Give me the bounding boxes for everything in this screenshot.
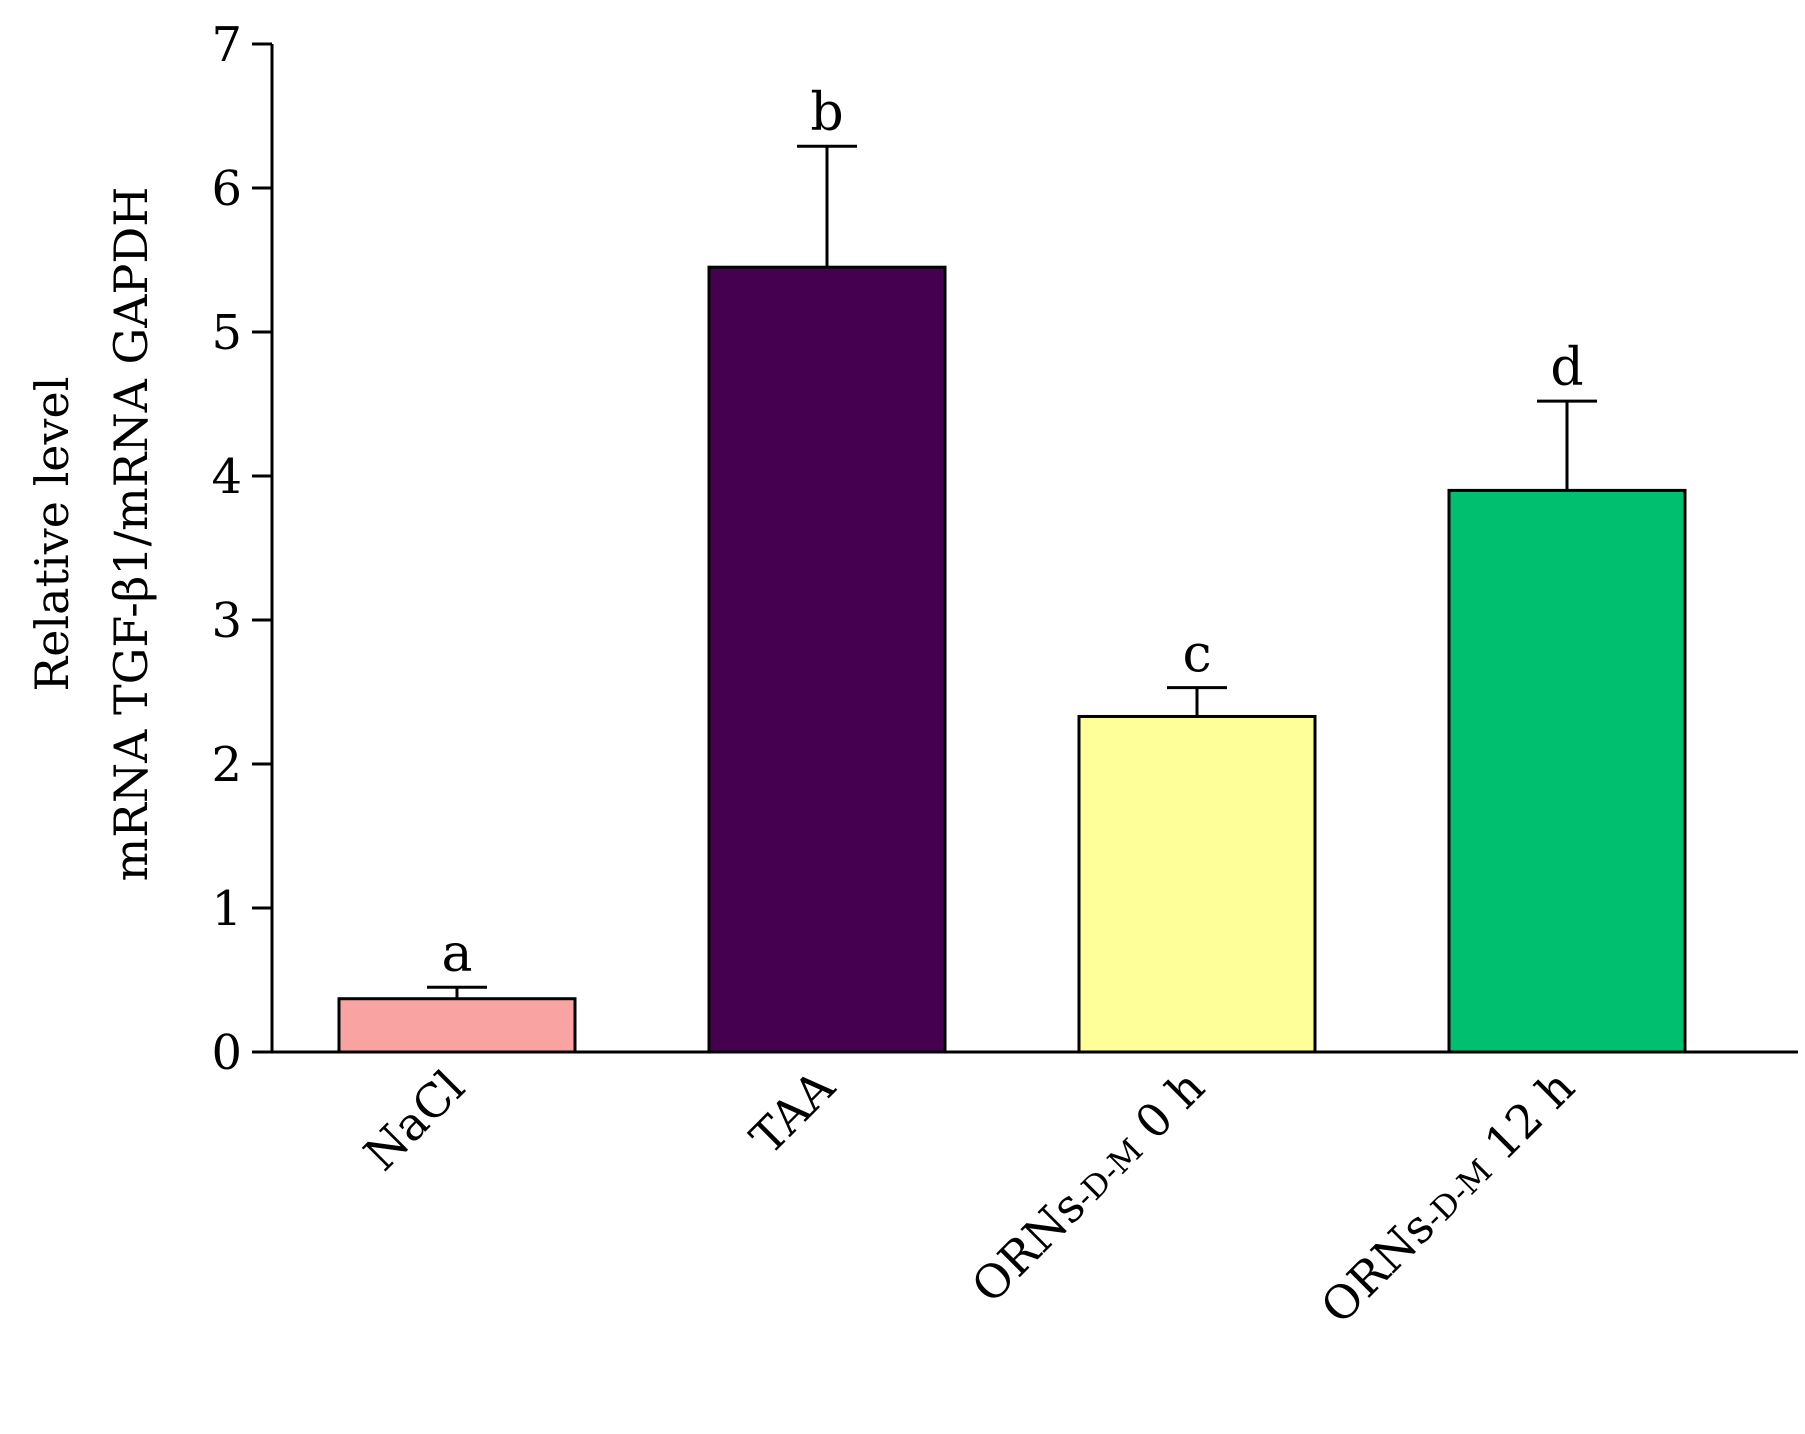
significance-label: b [810,83,843,143]
significance-label: a [441,924,472,984]
significance-label: d [1550,338,1583,398]
x-tick-label: TAA [740,1059,846,1165]
significance-label: c [1182,625,1211,685]
x-tick-label: NaCl [353,1060,474,1181]
y-axis-title-line-2: mRNA TGF-β1/mRNA GAPDH [104,187,158,882]
y-tick-label: 5 [211,305,242,361]
y-axis-title-line-1: Relative level [25,377,79,692]
bar [1447,488,1687,1054]
y-tick-label: 6 [211,161,242,217]
y-tick-label: 7 [211,17,242,73]
bar [337,997,577,1054]
y-tick-label: 4 [211,449,242,505]
x-tick-label-part: NaCl [353,1060,474,1181]
y-tick-label: 0 [211,1025,242,1081]
chart-bars [337,144,1687,1054]
x-tick-label-part: ORNs [1310,1200,1444,1334]
y-tick-label: 3 [211,593,242,649]
x-tick-label-part: TAA [740,1059,846,1165]
y-tick-label: 1 [211,881,242,937]
y-tick-label: 2 [211,737,242,793]
x-tick-label: ORNs-D-M 12 h [1310,1060,1585,1335]
x-tick-label: ORNs-D-M 0 h [961,1060,1215,1314]
bar [707,265,947,1054]
bar [1077,714,1317,1054]
x-tick-label-part: ORNs [961,1179,1095,1313]
chart-labels: a NaCl b TAA c ORNs-D-M 0 h d ORNs-D-M 12 h [353,83,1584,1334]
